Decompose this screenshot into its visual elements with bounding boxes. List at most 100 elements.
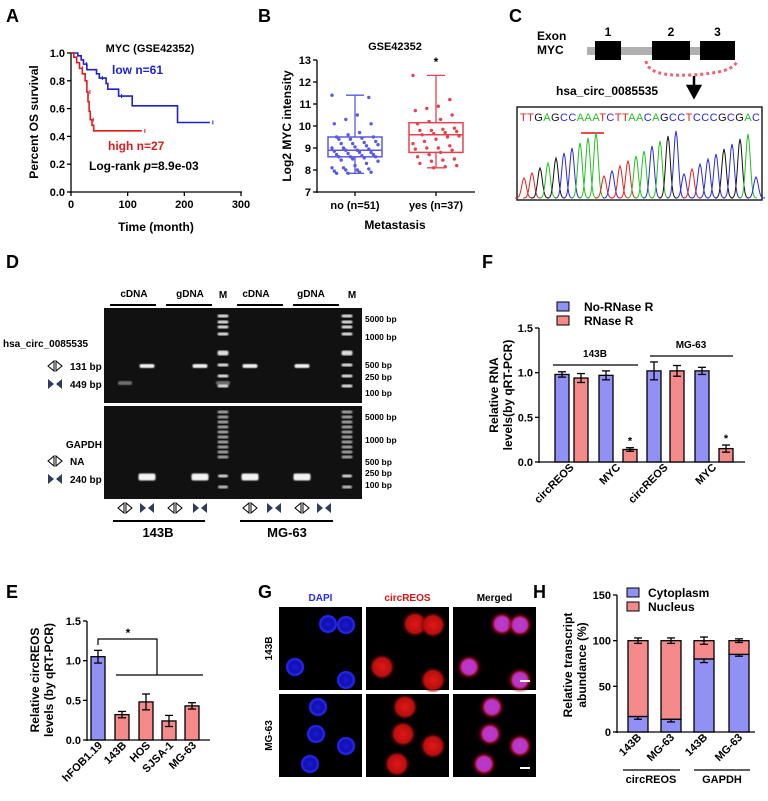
data-point <box>413 147 417 151</box>
legend-swatch <box>556 301 570 312</box>
ladder-smear <box>341 435 353 439</box>
data-point <box>344 168 348 172</box>
base-letter: C <box>710 112 718 124</box>
pcr-band-131bp <box>242 364 258 368</box>
cell-circreos <box>384 751 410 777</box>
product-size: 240 bp <box>70 475 102 486</box>
data-point <box>411 73 415 78</box>
cell-circreos <box>420 733 446 759</box>
nucleus-merged <box>492 614 512 634</box>
stacked-bar-segment <box>660 640 682 720</box>
trace-peak <box>690 162 710 199</box>
ladder-band <box>341 350 353 356</box>
marker-label: M <box>219 290 227 301</box>
ladder-band <box>341 320 353 324</box>
x-axis-label: Metastasis <box>364 218 426 232</box>
data-point <box>376 159 380 163</box>
primer-left <box>48 379 54 389</box>
data-point <box>330 93 334 97</box>
ladder-band <box>217 384 229 388</box>
gene-label: GAPDH <box>66 440 102 451</box>
panel-label: D <box>6 252 19 272</box>
nucleus-merged <box>480 724 500 744</box>
base-letter: T <box>615 112 622 124</box>
trace-peak <box>562 147 582 199</box>
primer-right <box>56 474 62 484</box>
panel-label: F <box>482 252 493 272</box>
ladder-smear <box>217 445 229 449</box>
data-point <box>344 117 348 122</box>
convergent-primer-icon <box>140 503 154 513</box>
ladder-smear <box>341 410 353 414</box>
km-curve-1 <box>71 52 142 132</box>
trace-peak <box>595 174 613 199</box>
data-point <box>425 106 429 111</box>
data-point <box>369 170 373 174</box>
divergent-primer-icon <box>117 501 133 515</box>
ladder-smear <box>341 445 353 449</box>
product-size: 449 bp <box>70 380 102 391</box>
data-point <box>443 130 447 135</box>
data-point <box>364 161 369 166</box>
legend-label: Nucleus <box>648 600 695 614</box>
ladder-size-label: 500 bp <box>365 360 392 370</box>
ladder-smear <box>341 450 353 454</box>
primer-right <box>125 501 133 515</box>
significance-star: * <box>628 436 633 448</box>
x-tick-label: MG-63 <box>713 732 745 764</box>
chart-title: MYC (GSE42352) <box>106 43 195 55</box>
data-point <box>332 169 336 173</box>
bar <box>573 377 589 463</box>
data-point <box>450 113 454 117</box>
legend-label: No-RNase R <box>584 300 654 314</box>
data-point <box>422 139 427 144</box>
base-letter: C <box>701 112 709 124</box>
base-letter: C <box>644 112 652 124</box>
gel-top <box>104 308 362 403</box>
ladder-smear <box>217 455 229 459</box>
data-point <box>341 166 346 170</box>
data-point <box>418 128 422 133</box>
nucleus-dapi <box>308 697 328 717</box>
legend-low: low n=61 <box>112 63 163 77</box>
data-point <box>351 141 355 146</box>
ladder-size-label: 5000 bp <box>365 314 397 324</box>
pcr-band-449bp <box>118 381 132 385</box>
marker-label: M <box>348 290 356 301</box>
y-tick-label: 1.0 <box>66 656 81 668</box>
primer-left <box>317 503 323 513</box>
stacked-bar-segment <box>627 640 649 718</box>
x-tick-label: 100 <box>118 199 136 211</box>
nucleus-dapi <box>285 657 305 677</box>
nucleus-merged <box>474 754 494 774</box>
data-point <box>418 161 422 166</box>
trace-peak <box>682 167 702 199</box>
x-tick-label: 0 <box>68 199 74 211</box>
trace-peak <box>602 169 622 199</box>
x-tick-label: MYC <box>597 462 623 488</box>
ladder-smear <box>341 425 353 429</box>
trace-peak <box>538 161 558 199</box>
ladder-band <box>341 325 353 329</box>
base-letter: C <box>560 112 568 124</box>
trace-peak <box>650 140 670 199</box>
y-tick-label: 0 <box>605 727 611 739</box>
bar <box>90 656 106 741</box>
nucleus-dapi <box>300 754 320 774</box>
data-point <box>355 148 359 152</box>
ladder-smear <box>341 455 353 459</box>
bar <box>554 373 570 463</box>
trace-peak <box>626 155 646 199</box>
ladder-band <box>342 474 352 478</box>
y-axis-label: Relative circREOS <box>28 628 42 733</box>
channel-label: circREOS <box>384 593 430 604</box>
ladder-band <box>341 374 353 378</box>
nucleus-merged <box>510 736 530 756</box>
primer-right <box>56 379 62 389</box>
panel-label: A <box>6 6 19 26</box>
primer-right <box>55 454 63 468</box>
y-axis-label: Log2 MYC intensity <box>280 70 294 182</box>
primer-right <box>275 503 281 513</box>
panel-label: E <box>6 582 18 602</box>
